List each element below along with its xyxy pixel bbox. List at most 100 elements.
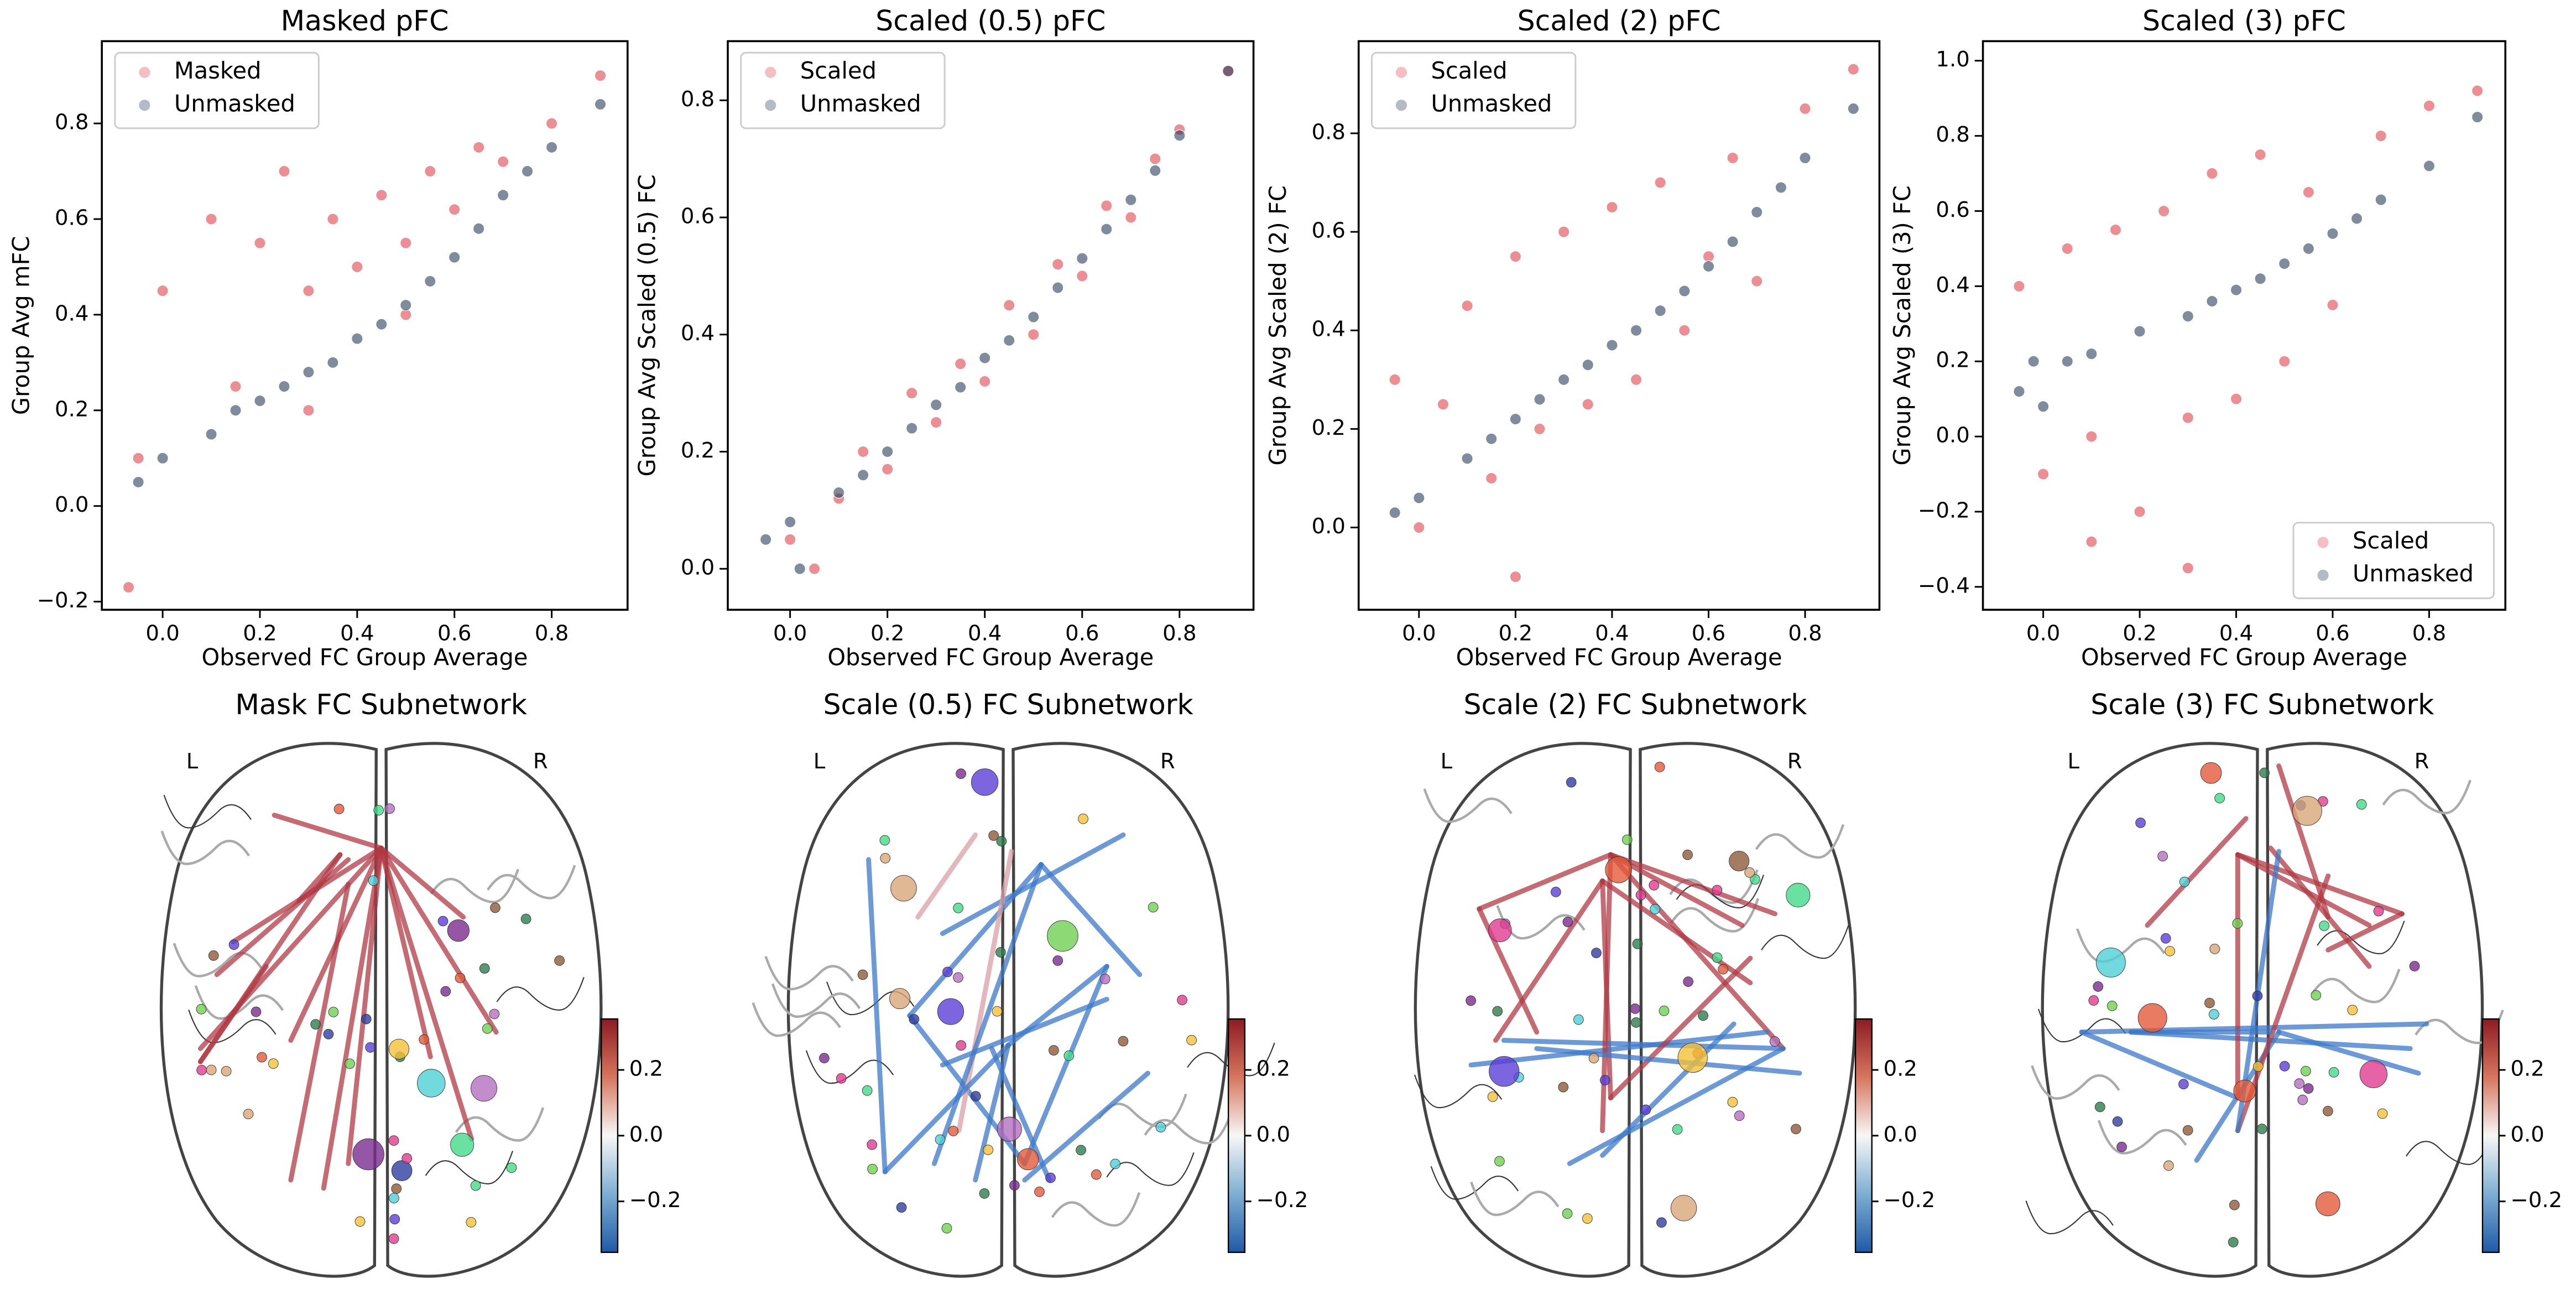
point bbox=[594, 69, 607, 82]
node bbox=[1078, 813, 1088, 824]
point bbox=[1461, 453, 1473, 465]
point bbox=[2350, 212, 2363, 225]
x-tick-label: 0.0 bbox=[2026, 621, 2060, 646]
legend-label: Unmasked bbox=[1431, 90, 1552, 117]
y-axis-label: Group Avg Scaled (0.5) FC bbox=[633, 174, 660, 476]
colorbar-tick-label: 0.2 bbox=[629, 1057, 663, 1082]
panel-title: Mask FC Subnetwork bbox=[235, 688, 527, 721]
point bbox=[857, 445, 869, 458]
edge bbox=[1608, 955, 1753, 1101]
node bbox=[2297, 1094, 2308, 1105]
x-axis-label: Observed FC Group Average bbox=[202, 643, 528, 670]
node bbox=[1063, 1051, 1075, 1061]
point bbox=[1485, 433, 1498, 445]
node bbox=[1750, 874, 1760, 885]
y-tick-label: 0.2 bbox=[55, 397, 88, 422]
point bbox=[2134, 506, 2146, 518]
axes-frame bbox=[1357, 40, 1881, 611]
point bbox=[2278, 257, 2291, 270]
node bbox=[384, 803, 395, 814]
node bbox=[440, 986, 451, 997]
point bbox=[979, 352, 991, 364]
node bbox=[1047, 920, 1078, 952]
x-tick-label: 0.8 bbox=[2412, 621, 2446, 646]
node bbox=[941, 1223, 952, 1234]
node bbox=[1791, 1124, 1801, 1135]
gyrus bbox=[771, 983, 861, 1018]
x-tick-label: 0.2 bbox=[243, 621, 277, 646]
point bbox=[497, 155, 509, 168]
node bbox=[2165, 945, 2176, 956]
point bbox=[2061, 242, 2073, 255]
node bbox=[867, 1139, 878, 1150]
edge bbox=[2235, 852, 2405, 917]
chart-title: Masked pFC bbox=[281, 4, 449, 37]
point bbox=[1630, 373, 1642, 386]
scatter-panel: 0.0 0.2 0.4 0.6 0.8 0.0 0.2 0.4 0.6 0.8 Scaled (0.… bbox=[633, 4, 1255, 670]
x-tick-label: 0.8 bbox=[1162, 621, 1196, 646]
edge bbox=[989, 1046, 1052, 1183]
node bbox=[2106, 1000, 2118, 1011]
gyrus bbox=[430, 869, 520, 903]
node bbox=[2301, 1065, 2311, 1077]
node bbox=[450, 1132, 474, 1157]
node bbox=[328, 1007, 339, 1017]
node bbox=[1494, 1156, 1505, 1167]
colorbar bbox=[2481, 1018, 2500, 1253]
gyrus bbox=[2031, 1065, 2120, 1100]
gyrus bbox=[1761, 925, 1849, 959]
node bbox=[997, 1116, 1022, 1142]
point bbox=[1751, 206, 1763, 219]
edge bbox=[346, 845, 384, 1166]
point bbox=[882, 463, 894, 475]
point bbox=[1461, 300, 1473, 312]
gyrus bbox=[2037, 1008, 2126, 1043]
point bbox=[2013, 385, 2025, 398]
node bbox=[1034, 1187, 1045, 1197]
node bbox=[1635, 890, 1646, 901]
node bbox=[2157, 851, 2168, 862]
legend-label: Scaled bbox=[1431, 57, 1507, 84]
point bbox=[1557, 373, 1570, 386]
node bbox=[1672, 1124, 1683, 1135]
edge bbox=[378, 845, 499, 1035]
y-tick-label: −0.4 bbox=[1918, 573, 1970, 598]
node bbox=[391, 1160, 413, 1182]
y-axis-label: Group Avg mFC bbox=[8, 236, 35, 415]
axes-frame bbox=[1981, 40, 2507, 611]
node bbox=[2112, 1116, 2123, 1127]
node bbox=[389, 1193, 399, 1204]
point bbox=[1509, 250, 1522, 263]
gyrus bbox=[496, 977, 585, 1011]
y-tick-label: 0.0 bbox=[55, 492, 88, 517]
edge bbox=[1477, 852, 1613, 912]
node bbox=[1591, 948, 1602, 958]
legend-marker bbox=[139, 100, 150, 111]
point bbox=[1101, 200, 1113, 212]
colorbar-tick-label: 0.0 bbox=[2510, 1122, 2544, 1147]
node bbox=[2214, 793, 2225, 804]
point bbox=[132, 452, 144, 464]
node bbox=[2178, 1079, 2189, 1090]
node bbox=[1052, 955, 1063, 966]
point bbox=[2037, 401, 2050, 413]
node bbox=[909, 1014, 920, 1025]
point bbox=[1076, 252, 1088, 264]
hemisphere-outline bbox=[2041, 742, 2259, 1278]
node bbox=[1605, 856, 1632, 883]
node bbox=[857, 969, 868, 980]
point bbox=[521, 165, 534, 178]
node bbox=[1091, 1169, 1102, 1180]
colorbar-tick-label: −0.2 bbox=[2510, 1188, 2562, 1213]
node bbox=[1670, 1195, 1697, 1221]
hemisphere-outline bbox=[1011, 742, 1230, 1278]
point bbox=[2109, 223, 2122, 236]
panel-title: Scale (3) FC Subnetwork bbox=[2090, 688, 2434, 721]
node bbox=[983, 1145, 994, 1155]
node bbox=[388, 1135, 399, 1146]
point bbox=[1582, 358, 1594, 371]
node bbox=[1049, 1045, 1059, 1056]
node bbox=[251, 1006, 262, 1017]
node bbox=[948, 1126, 959, 1136]
